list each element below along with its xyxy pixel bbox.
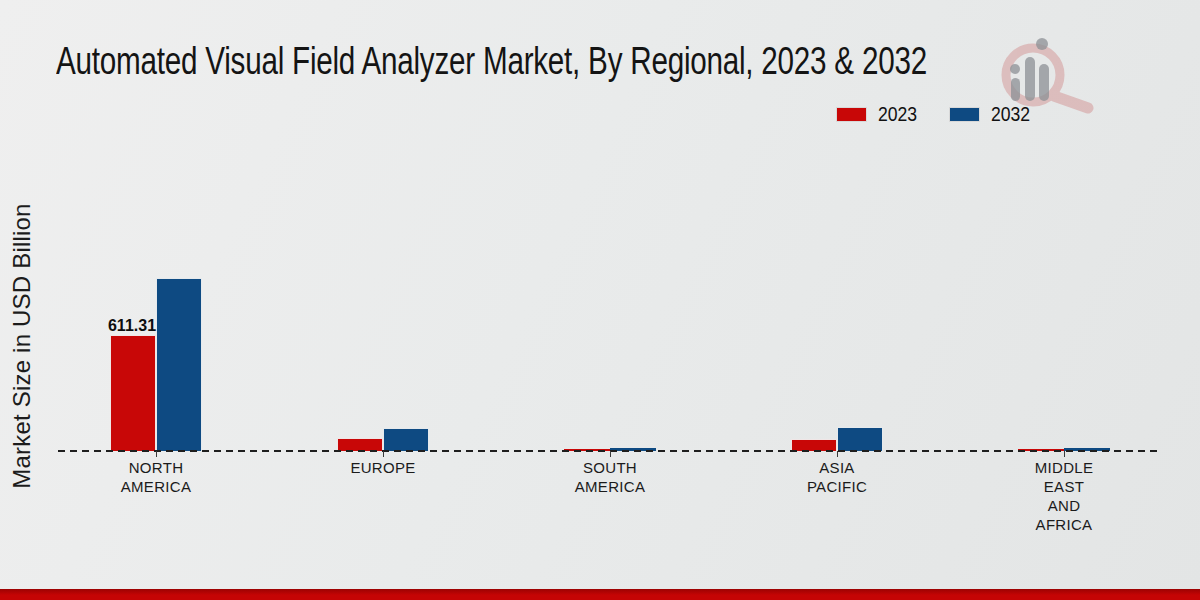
chart-canvas: Automated Visual Field Analyzer Market, … [0,0,1200,600]
x-axis-dashed-baseline [58,450,1160,452]
x-tick-europe [383,451,384,457]
plot-area: 611.31 NORTH AMERICA EUROPE SOUTH AMERICA A… [0,0,1200,600]
x-category-label-asia-pacific: ASIA PACIFIC [767,458,907,496]
legend-swatch-2032 [949,107,980,122]
bar-2023-north-america [110,335,156,451]
x-tick-south-america [610,451,611,457]
bottom-red-strip [0,589,1200,600]
x-tick-middle-east-and-africa [1064,451,1065,457]
x-tick-asia-pacific [837,451,838,457]
bar-2032-north-america [156,278,202,451]
legend-label-2023: 2023 [878,103,917,126]
data-label-north-america-2023: 611.31 [105,317,159,335]
legend-swatch-2023 [836,107,867,122]
x-category-label-middle-east-and-africa: MIDDLE EAST AND AFRICA [994,458,1134,534]
legend: 2023 2032 [836,103,1035,126]
legend-item-2032: 2032 [949,103,1036,126]
x-category-label-south-america: SOUTH AMERICA [540,458,680,496]
x-category-label-europe: EUROPE [313,458,453,477]
legend-item-2023: 2023 [836,103,923,126]
chart-title: Automated Visual Field Analyzer Market, … [56,40,927,83]
x-tick-north-america [156,451,157,457]
legend-label-2032: 2032 [991,103,1030,126]
x-category-label-north-america: NORTH AMERICA [86,458,226,496]
bar-2032-asia-pacific [837,427,883,451]
bar-2032-europe [383,428,429,451]
